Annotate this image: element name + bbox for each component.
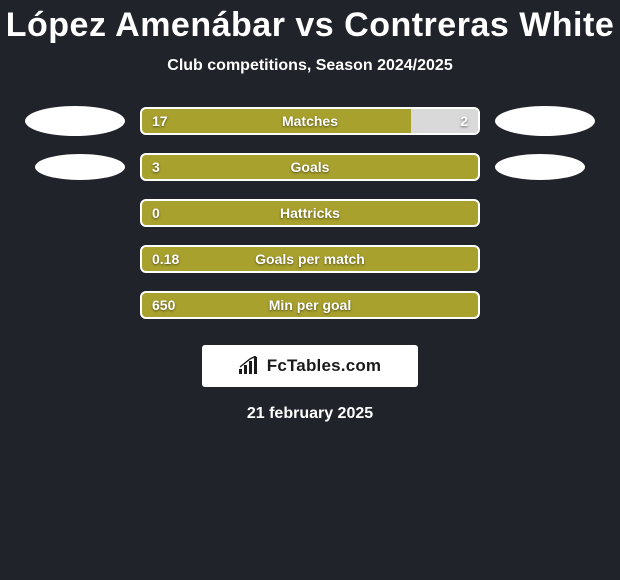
stat-label: Hattricks bbox=[280, 205, 340, 221]
snapshot-date: 21 february 2025 bbox=[0, 405, 620, 423]
stat-bar: 17 Matches 2 bbox=[140, 107, 480, 135]
stat-bar: 0.18 Goals per match bbox=[140, 245, 480, 273]
player-right-marker bbox=[495, 106, 595, 136]
comparison-card: López Amenábar vs Contreras White Club c… bbox=[0, 0, 620, 580]
stat-label: Matches bbox=[282, 113, 338, 129]
stats-container: 17 Matches 2 3 Goals 0 Hattricks 0.18 Goals per … bbox=[0, 107, 620, 319]
stat-label: Goals bbox=[291, 159, 330, 175]
stat-row: 17 Matches 2 bbox=[0, 107, 620, 135]
bar-chart-icon bbox=[239, 356, 261, 376]
stat-row: 3 Goals bbox=[0, 153, 620, 181]
page-title: López Amenábar vs Contreras White bbox=[0, 6, 620, 45]
stat-label: Min per goal bbox=[269, 297, 351, 313]
stat-bar: 3 Goals bbox=[140, 153, 480, 181]
player-right-marker bbox=[495, 154, 585, 180]
stat-row: 0.18 Goals per match bbox=[0, 245, 620, 273]
stat-row: 0 Hattricks bbox=[0, 199, 620, 227]
logo-text: FcTables.com bbox=[267, 356, 382, 376]
stat-left-value: 17 bbox=[152, 113, 168, 129]
stat-left-value: 650 bbox=[152, 297, 175, 313]
stat-bar: 650 Min per goal bbox=[140, 291, 480, 319]
player-left-marker bbox=[35, 154, 125, 180]
stat-row: 650 Min per goal bbox=[0, 291, 620, 319]
stat-right-value: 2 bbox=[460, 113, 468, 129]
page-subtitle: Club competitions, Season 2024/2025 bbox=[0, 57, 620, 75]
player-left-marker bbox=[25, 106, 125, 136]
stat-label: Goals per match bbox=[255, 251, 365, 267]
stat-left-value: 3 bbox=[152, 159, 160, 175]
logo-badge[interactable]: FcTables.com bbox=[202, 345, 418, 387]
stat-left-value: 0.18 bbox=[152, 251, 179, 267]
stat-bar: 0 Hattricks bbox=[140, 199, 480, 227]
stat-left-value: 0 bbox=[152, 205, 160, 221]
